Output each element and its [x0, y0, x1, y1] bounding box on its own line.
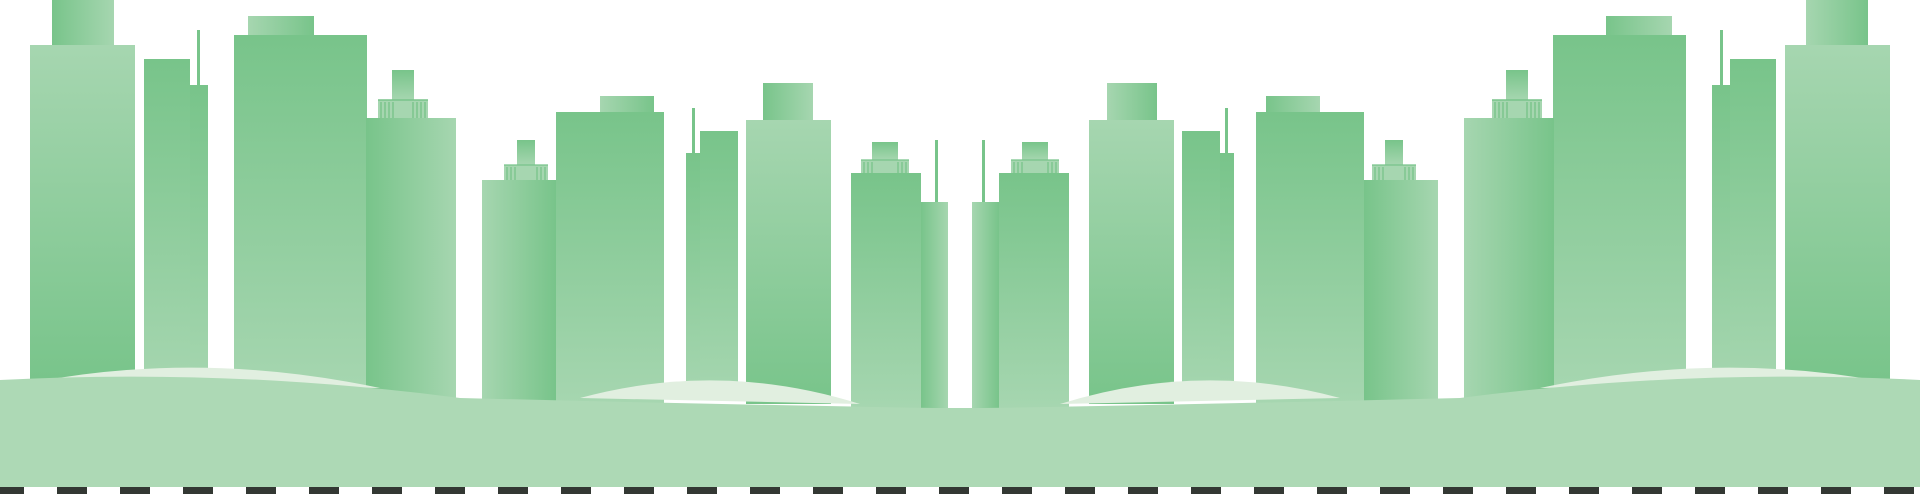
road-dash	[1254, 487, 1284, 494]
tower-cap	[872, 142, 898, 160]
road-dash	[120, 487, 150, 494]
tower	[366, 118, 456, 404]
road-dash	[435, 487, 465, 494]
road-dash	[1002, 487, 1032, 494]
road-dash	[1191, 487, 1221, 494]
road-dash	[1758, 487, 1788, 494]
road-dash	[1884, 487, 1914, 494]
road-dash	[939, 487, 969, 494]
road-dash	[1506, 487, 1536, 494]
skyline-right	[971, 0, 1891, 409]
road-dash	[1317, 487, 1347, 494]
road-dash	[57, 487, 87, 494]
road-dashes	[0, 487, 1914, 494]
road-dash	[1569, 487, 1599, 494]
road-dash	[246, 487, 276, 494]
road-dash	[876, 487, 906, 494]
tower-cap	[600, 96, 654, 112]
road-dash	[624, 487, 654, 494]
tower-cap	[248, 16, 314, 35]
skyline-left	[30, 0, 948, 408]
road-dash	[1443, 487, 1473, 494]
antenna	[692, 108, 695, 153]
tower	[30, 45, 135, 385]
tower	[234, 35, 367, 390]
tower	[190, 85, 208, 389]
road-dash	[309, 487, 339, 494]
tower-cap	[763, 83, 813, 120]
tower	[851, 173, 921, 408]
road-dash	[183, 487, 213, 494]
tower-crown	[861, 160, 909, 173]
road-dash	[687, 487, 717, 494]
road-dash	[1128, 487, 1158, 494]
tower	[746, 120, 831, 404]
tower-cap	[517, 140, 535, 165]
road-dash	[1695, 487, 1725, 494]
tower-cap	[392, 70, 414, 100]
road-dash	[372, 487, 402, 494]
antenna	[197, 30, 200, 85]
antenna	[935, 140, 938, 202]
tower	[482, 180, 556, 404]
road-dash	[750, 487, 780, 494]
road-dash	[813, 487, 843, 494]
road-dash	[1821, 487, 1851, 494]
road-dash	[561, 487, 591, 494]
tower-cap	[52, 0, 114, 45]
tower	[921, 202, 948, 408]
ground	[0, 376, 1920, 487]
tower-crown	[378, 100, 428, 118]
road-dash	[0, 487, 24, 494]
road-dash	[1065, 487, 1095, 494]
road-dash	[1632, 487, 1662, 494]
road-dash	[1380, 487, 1410, 494]
road-dash	[498, 487, 528, 494]
tower	[556, 112, 664, 404]
tower	[144, 59, 190, 389]
tower	[700, 131, 738, 397]
